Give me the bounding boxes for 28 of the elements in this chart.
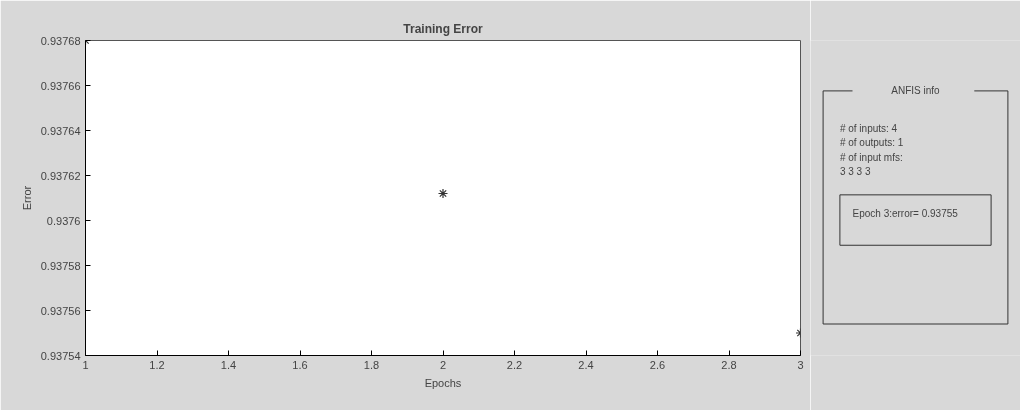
y-tick-label: 0.93768: [40, 34, 81, 47]
x-tick-label: 1.6: [292, 358, 308, 371]
text: ANFIS info: [891, 85, 941, 97]
x-tick-label: 2.2: [506, 358, 523, 371]
y-tick-label: 0.9376: [46, 214, 81, 227]
y-axis-title: Error: [20, 185, 33, 211]
y-tick-label: 0.93766: [40, 79, 81, 92]
x-tick-label: 1: [82, 358, 89, 371]
x-tick-label: 2.8: [721, 358, 737, 371]
x-tick-label: 1.2: [149, 358, 165, 371]
text: Epoch 3:error= 0.93755: [852, 208, 959, 220]
y-tick-label: 0.93762: [40, 169, 81, 182]
chart-title: Training Error: [403, 21, 483, 36]
y-tick-label: 0.93756: [40, 304, 81, 317]
text: # of input mfs:: [839, 151, 903, 163]
y-tick-label: 0.93764: [40, 124, 81, 137]
x-tick-label: 2.6: [649, 358, 666, 371]
x-axis-title: Epochs: [424, 376, 462, 389]
text: 3 3 3 3: [839, 165, 871, 177]
y-tick-label: 0.93754: [40, 349, 81, 362]
text: # of outputs: 1: [839, 137, 904, 149]
x-tick-label: 2: [439, 358, 447, 371]
y-tick-label: 0.93758: [40, 259, 81, 272]
x-tick-label: 1.4: [220, 358, 237, 371]
x-tick-label: 3: [797, 358, 804, 371]
x-tick-label: 1.8: [363, 358, 380, 371]
text: # of inputs: 4: [839, 123, 898, 135]
x-tick-label: 2.4: [578, 358, 594, 371]
